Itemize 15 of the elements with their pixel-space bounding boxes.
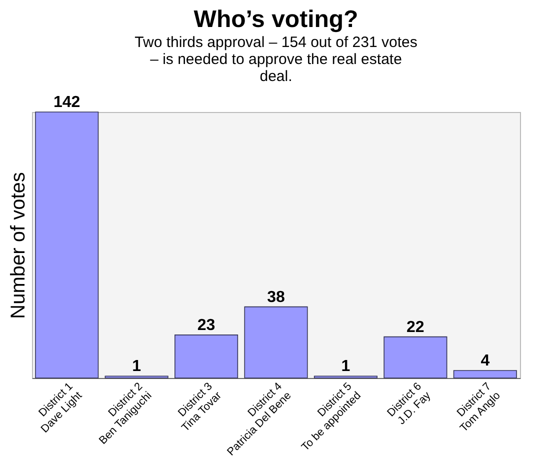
- chart-title: Who’s voting?: [194, 6, 358, 33]
- data-label: 4: [480, 352, 490, 370]
- data-label: 23: [197, 316, 216, 334]
- data-label: 1: [132, 358, 142, 376]
- data-label: 142: [54, 94, 80, 111]
- y-axis-title: Number of votes: [8, 172, 30, 319]
- bar: [35, 112, 99, 378]
- bar: [453, 370, 517, 378]
- data-label: 1: [341, 358, 350, 376]
- data-label: 22: [406, 318, 424, 336]
- data-label: 38: [267, 288, 285, 306]
- bar: [174, 334, 238, 378]
- bar: [244, 306, 308, 378]
- bar: [384, 336, 448, 378]
- chart-subtitle: Two thirds approval – 154 out of 231 votes – is needed to approve the real estate deal.: [134, 34, 418, 85]
